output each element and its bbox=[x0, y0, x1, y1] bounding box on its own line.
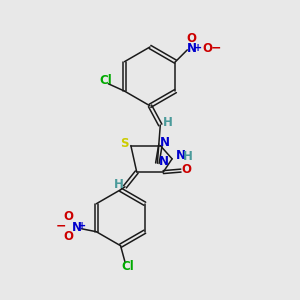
Text: O: O bbox=[63, 230, 74, 243]
Text: H: H bbox=[183, 150, 193, 163]
Text: O: O bbox=[182, 163, 192, 176]
Text: H: H bbox=[163, 116, 172, 128]
Text: N: N bbox=[160, 136, 170, 149]
Text: N: N bbox=[72, 221, 82, 234]
Text: N: N bbox=[176, 149, 186, 162]
Text: N: N bbox=[187, 42, 197, 55]
Text: N: N bbox=[159, 155, 169, 168]
Text: O: O bbox=[63, 210, 74, 223]
Text: Cl: Cl bbox=[99, 74, 112, 87]
Text: +: + bbox=[194, 43, 202, 52]
Text: −: − bbox=[211, 41, 221, 54]
Text: −: − bbox=[56, 219, 66, 232]
Text: Cl: Cl bbox=[121, 260, 134, 273]
Text: O: O bbox=[202, 42, 212, 55]
Text: +: + bbox=[78, 221, 87, 231]
Text: S: S bbox=[120, 137, 129, 150]
Text: O: O bbox=[187, 32, 197, 45]
Text: H: H bbox=[114, 178, 123, 191]
